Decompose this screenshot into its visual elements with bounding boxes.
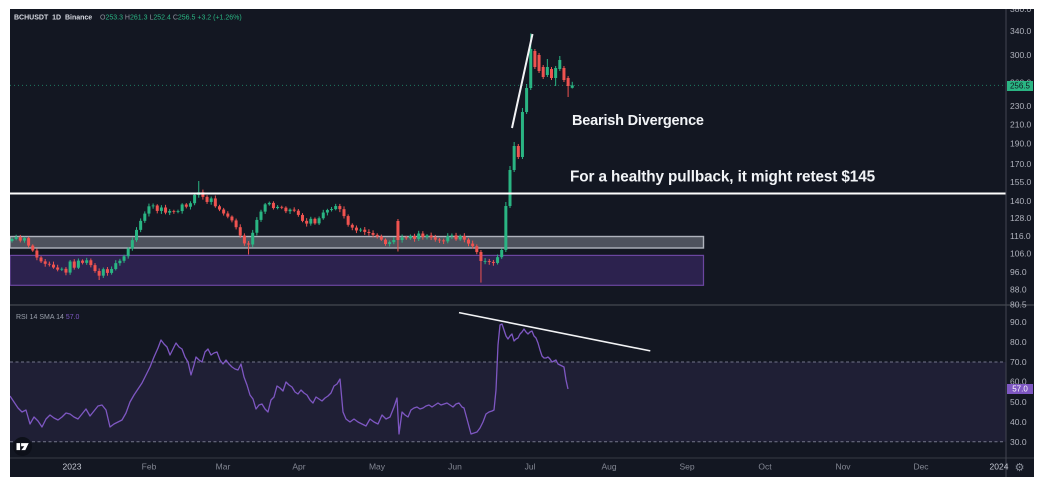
svg-text:70.0: 70.0 [1010, 357, 1027, 367]
svg-text:210.0: 210.0 [1010, 120, 1032, 130]
svg-text:90.0: 90.0 [1010, 317, 1027, 327]
svg-text:Jun: Jun [448, 462, 462, 472]
svg-text:2024: 2024 [990, 462, 1009, 472]
svg-text:190.0: 190.0 [1010, 138, 1032, 148]
svg-text:BCHUSDT 1D Binance: BCHUSDT 1D Binance [14, 15, 92, 22]
svg-text:80.0: 80.0 [1010, 337, 1027, 347]
svg-text:57.0: 57.0 [1012, 385, 1028, 394]
svg-text:Feb: Feb [142, 462, 157, 472]
svg-text:96.0: 96.0 [1010, 267, 1027, 277]
svg-text:Dec: Dec [913, 462, 929, 472]
svg-text:80.5: 80.5 [1010, 300, 1027, 310]
svg-text:170.0: 170.0 [1010, 159, 1032, 169]
svg-text:Oct: Oct [758, 462, 772, 472]
svg-text:For a healthy pullback, it mig: For a healthy pullback, it might retest … [570, 169, 876, 186]
svg-text:230.0: 230.0 [1010, 101, 1032, 111]
svg-text:40.0: 40.0 [1010, 417, 1027, 427]
svg-text:106.0: 106.0 [1010, 249, 1032, 259]
svg-text:Apr: Apr [292, 462, 305, 472]
svg-text:30.0: 30.0 [1010, 437, 1027, 447]
svg-text:Nov: Nov [835, 462, 851, 472]
svg-text:340.0: 340.0 [1010, 26, 1032, 36]
svg-text:Sep: Sep [679, 462, 694, 472]
svg-text:2023: 2023 [63, 462, 82, 472]
svg-text:Bearish Divergence: Bearish Divergence [572, 113, 704, 129]
svg-text:O253.3 H261.3 L252.4 C256.5 +3: O253.3 H261.3 L252.4 C256.5 +3.2 (+1.26%… [100, 15, 242, 22]
svg-text:RSI 14 SMA 14 57.0: RSI 14 SMA 14 57.0 [16, 314, 80, 321]
svg-text:Jul: Jul [525, 462, 536, 472]
svg-text:300.0: 300.0 [1010, 50, 1032, 60]
svg-text:Aug: Aug [601, 462, 616, 472]
svg-text:380.0: 380.0 [1010, 9, 1032, 14]
svg-text:116.0: 116.0 [1010, 231, 1031, 241]
svg-text:155.0: 155.0 [1010, 177, 1032, 187]
svg-text:88.0: 88.0 [1010, 284, 1027, 294]
svg-text:140.0: 140.0 [1010, 196, 1032, 206]
svg-text:⚙: ⚙ [1015, 462, 1025, 474]
svg-text:256.5: 256.5 [1010, 82, 1031, 91]
svg-text:50.0: 50.0 [1010, 397, 1027, 407]
svg-text:May: May [369, 462, 386, 472]
svg-text:128.0: 128.0 [1010, 213, 1032, 223]
svg-text:Mar: Mar [216, 462, 231, 472]
svg-text:60.0: 60.0 [1010, 377, 1027, 387]
